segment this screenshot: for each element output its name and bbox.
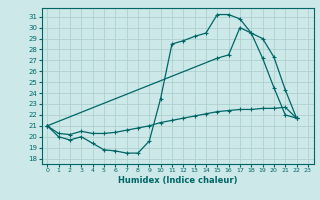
X-axis label: Humidex (Indice chaleur): Humidex (Indice chaleur) [118, 176, 237, 185]
